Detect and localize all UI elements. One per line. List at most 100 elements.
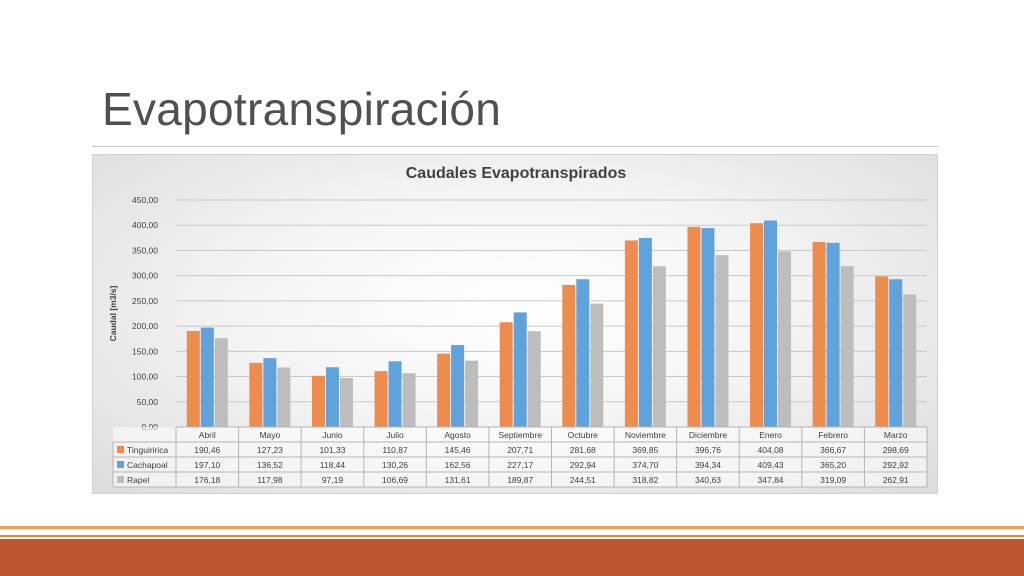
data-label: 374,70 — [632, 460, 658, 470]
bar-tinguiririca — [875, 276, 889, 427]
data-label: 130,26 — [382, 460, 408, 470]
category-label: Julio — [386, 430, 404, 440]
bar-rapel — [214, 338, 228, 427]
y-axis-title: Caudal [m3/s] — [108, 285, 118, 341]
bar-tinguiririca — [311, 375, 325, 427]
data-label: 409,43 — [758, 460, 784, 470]
legend-label: Cachapoal — [127, 460, 168, 470]
data-label: 162,56 — [445, 460, 471, 470]
bar-rapel — [339, 377, 353, 427]
data-label: 292,92 — [883, 460, 909, 470]
bar-cachapoal — [451, 344, 465, 427]
data-label: 369,85 — [632, 445, 658, 455]
bar-rapel — [527, 331, 541, 427]
data-label: 117,98 — [257, 475, 283, 485]
bar-rapel — [465, 360, 479, 427]
bar-cachapoal — [764, 220, 778, 427]
data-label: 244,51 — [570, 475, 596, 485]
bar-rapel — [840, 266, 854, 427]
footer-band — [0, 539, 1024, 576]
y-tick-label: 350,00 — [132, 245, 158, 255]
category-label: Octubre — [568, 430, 599, 440]
data-label: 127,23 — [257, 445, 283, 455]
bar-tinguiririca — [562, 284, 576, 427]
data-label: 262,91 — [883, 475, 909, 485]
bar-cachapoal — [701, 228, 715, 427]
bar-rapel — [590, 303, 604, 427]
chart-panel: Caudales Evapotranspirados 0,0050,00100,… — [92, 154, 938, 494]
y-tick-label: 100,00 — [132, 372, 158, 382]
bar-tinguiririca — [186, 330, 200, 427]
category-label: Mayo — [259, 430, 280, 440]
y-tick-label: 200,00 — [132, 321, 158, 331]
data-label: 106,69 — [382, 475, 408, 485]
bar-cachapoal — [889, 279, 903, 427]
data-label: 131,61 — [445, 475, 471, 485]
data-label: 190,46 — [194, 445, 220, 455]
data-label: 110,87 — [382, 445, 408, 455]
category-label: Marzo — [884, 430, 908, 440]
category-label: Agosto — [444, 430, 471, 440]
footer-stripe-thin — [0, 526, 1024, 529]
bar-cachapoal — [576, 279, 590, 427]
bar-tinguiririca — [437, 353, 451, 427]
y-tick-label: 450,00 — [132, 195, 158, 205]
category-label: Abril — [199, 430, 216, 440]
data-label: 207,71 — [507, 445, 533, 455]
slide-title: Evapotranspiración — [102, 83, 502, 135]
bar-tinguiririca — [750, 223, 764, 427]
category-label: Enero — [759, 430, 782, 440]
data-label: 292,94 — [570, 460, 596, 470]
y-tick-label: 400,00 — [132, 220, 158, 230]
bar-rapel — [715, 255, 729, 427]
data-label: 319,09 — [820, 475, 846, 485]
legend-swatch-rapel — [117, 476, 124, 483]
data-label: 281,68 — [570, 445, 596, 455]
data-label: 347,84 — [758, 475, 784, 485]
bar-tinguiririca — [812, 242, 826, 427]
bar-rapel — [402, 373, 416, 427]
chart-title: Caudales Evapotranspirados — [405, 165, 627, 182]
y-tick-label: 50,00 — [137, 397, 159, 407]
bar-cachapoal — [513, 312, 527, 427]
data-label: 298,69 — [883, 445, 909, 455]
data-label: 118,44 — [320, 460, 346, 470]
bar-tinguiririca — [499, 322, 513, 427]
category-label: Febrero — [818, 430, 848, 440]
legend-swatch-cachapoal — [117, 461, 124, 468]
legend-label: Rapel — [127, 475, 149, 485]
bar-tinguiririca — [687, 226, 701, 427]
data-label: 197,10 — [194, 460, 220, 470]
y-tick-label: 250,00 — [132, 296, 158, 306]
bar-cachapoal — [638, 237, 652, 427]
data-label: 145,46 — [445, 445, 471, 455]
y-tick-label: 300,00 — [132, 271, 158, 281]
bar-rapel — [652, 266, 666, 427]
data-label: 404,08 — [758, 445, 784, 455]
bar-rapel — [778, 251, 792, 427]
footer-stripe-line — [0, 535, 1024, 537]
data-label: 318,82 — [632, 475, 658, 485]
data-label: 394,34 — [695, 460, 721, 470]
bar-tinguiririca — [374, 371, 388, 427]
data-label: 101,33 — [319, 445, 345, 455]
data-label: 189,87 — [507, 475, 533, 485]
bar-rapel — [903, 294, 917, 427]
bar-tinguiririca — [624, 240, 638, 427]
legend-swatch-tinguiririca — [117, 446, 124, 453]
bar-cachapoal — [826, 242, 840, 427]
data-label: 366,67 — [820, 445, 846, 455]
bar-cachapoal — [325, 367, 339, 427]
data-label: 396,76 — [695, 445, 721, 455]
bar-tinguiririca — [249, 362, 263, 427]
category-label: Noviembre — [625, 430, 666, 440]
legend-label: Tinguiririca — [127, 445, 169, 455]
data-label: 365,20 — [820, 460, 846, 470]
data-label: 340,63 — [695, 475, 721, 485]
bar-cachapoal — [263, 358, 277, 427]
bar-cachapoal — [388, 361, 402, 427]
y-tick-label: 150,00 — [132, 346, 158, 356]
data-label: 136,52 — [257, 460, 283, 470]
chart-svg: 0,0050,00100,00150,00200,00250,00300,003… — [108, 195, 928, 488]
category-label: Diciembre — [689, 430, 728, 440]
